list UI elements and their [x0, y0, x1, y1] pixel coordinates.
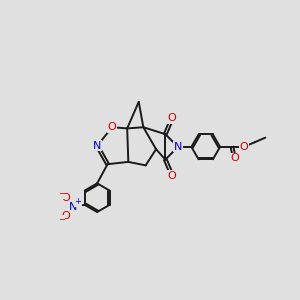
Text: −: − [58, 189, 65, 198]
Text: O: O [239, 142, 248, 152]
Text: N: N [174, 142, 182, 152]
Text: N: N [69, 202, 77, 212]
Text: N: N [93, 141, 101, 151]
Text: O: O [108, 122, 116, 132]
Text: +: + [74, 197, 81, 206]
Text: O: O [61, 193, 70, 203]
Text: O: O [168, 113, 177, 123]
Text: O: O [168, 171, 177, 181]
Text: −: − [58, 216, 65, 225]
Text: O: O [230, 153, 239, 164]
Text: O: O [61, 211, 70, 221]
